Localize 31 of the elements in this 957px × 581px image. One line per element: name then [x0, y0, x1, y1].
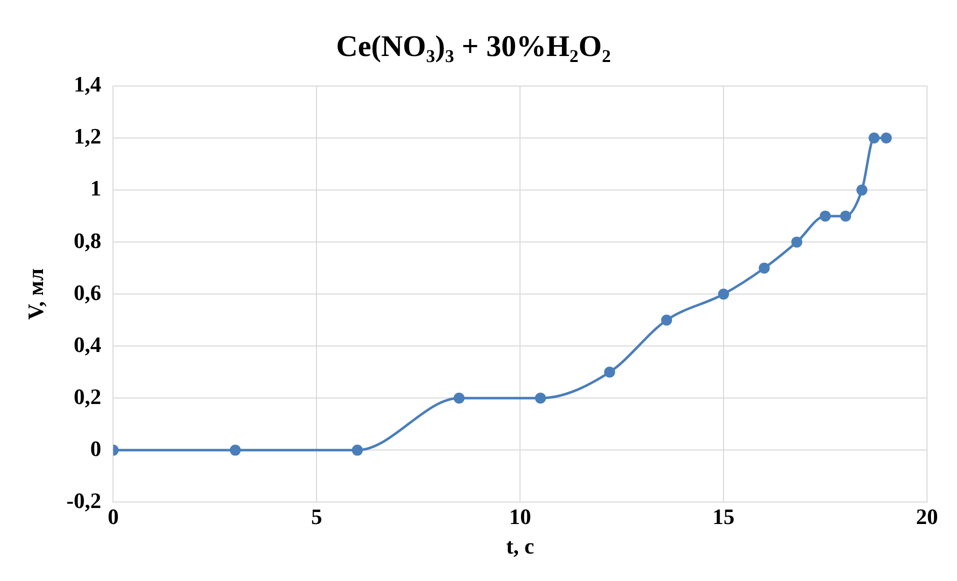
y-axis-title: V, мл [22, 268, 48, 320]
y-tick-label: 1,4 [74, 72, 102, 97]
point [661, 314, 672, 326]
x-tick-label: 5 [311, 504, 322, 530]
y-tick-label: 0,2 [74, 384, 102, 409]
point [791, 236, 802, 248]
x-tick-label: 20 [916, 504, 938, 530]
point [604, 366, 616, 378]
y-tick-label: 0 [90, 436, 102, 461]
y-tick-label: 0,4 [74, 332, 102, 357]
chart-title: Ce(NO₃)₃ + 30%H₂O₂ [336, 30, 611, 63]
point [454, 392, 465, 404]
x-tick-label: 15 [712, 504, 735, 530]
y-tick-label: 1 [90, 176, 102, 201]
point [868, 132, 880, 144]
y-tick-label: 1,2 [74, 124, 102, 149]
point [820, 210, 831, 222]
x-tick-label: 10 [509, 504, 532, 530]
point [230, 444, 241, 456]
point [840, 210, 852, 222]
y-tick-label: 0,6 [74, 280, 102, 305]
point [718, 288, 730, 300]
point [758, 262, 770, 274]
x-axis-title: t, c [506, 533, 534, 558]
point [352, 444, 363, 456]
point [534, 392, 546, 404]
point [856, 184, 868, 196]
x-tick-label: 0 [108, 504, 119, 530]
y-tick-label: -0,2 [66, 488, 102, 513]
point [880, 132, 892, 144]
y-tick-label: 0,8 [74, 228, 102, 253]
